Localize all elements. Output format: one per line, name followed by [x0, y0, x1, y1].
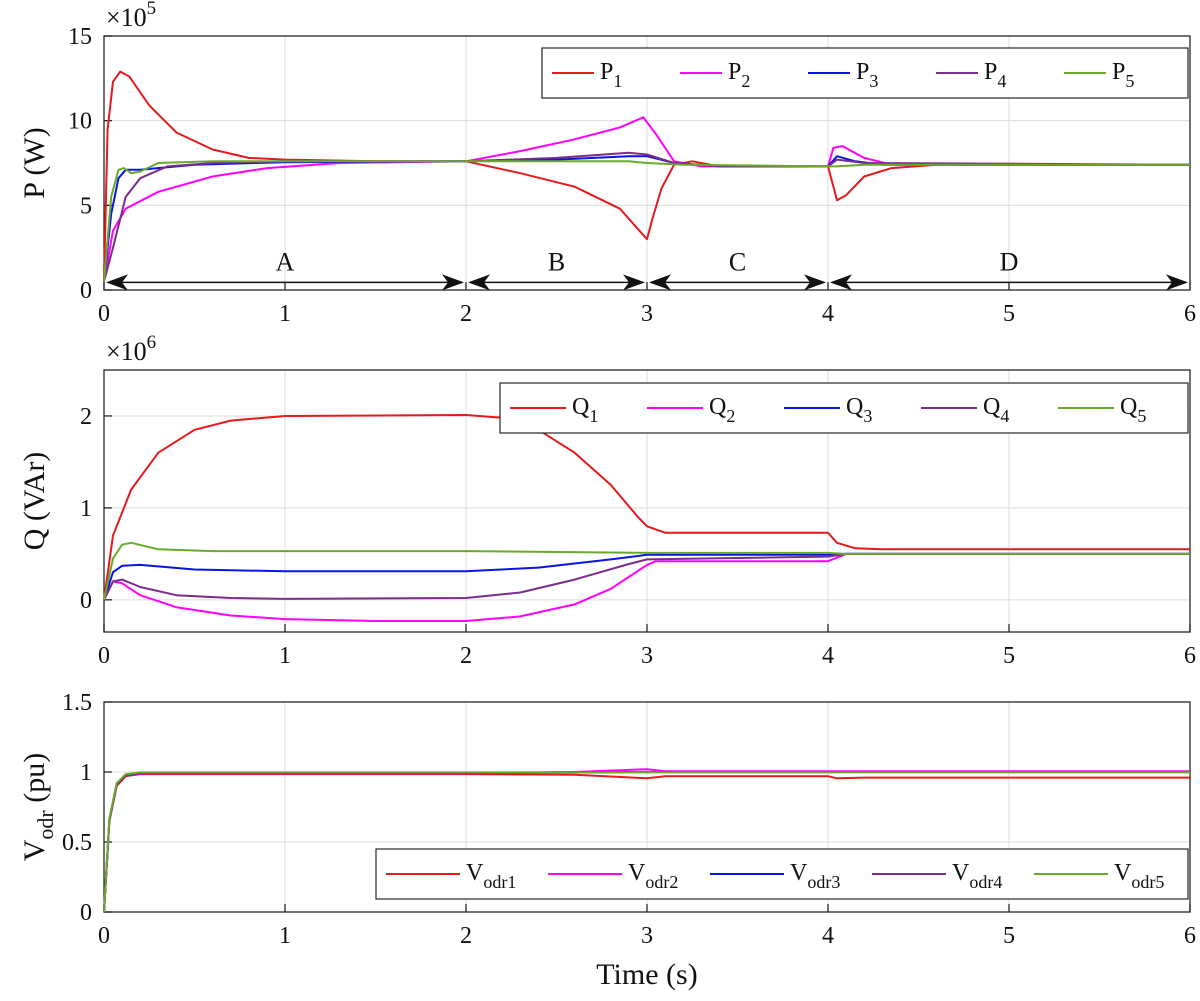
plot-area-frame	[103, 35, 1191, 291]
x-tick-label: 2	[460, 301, 472, 327]
y-tick-label: 10	[68, 109, 92, 135]
segment-label-a: A	[276, 247, 295, 276]
legend-label: Q2	[709, 394, 735, 426]
segment-arrowhead-left	[106, 274, 128, 291]
legend: Q1 Q2 Q3 Q4 Q5	[499, 382, 1189, 434]
x-tick-label: 5	[1003, 301, 1015, 327]
legend-label: P4	[984, 59, 1006, 91]
series-line-q5	[103, 541, 1190, 601]
series-group	[103, 414, 1190, 622]
series-line-p1	[103, 70, 1190, 282]
y-tick-label: 0.5	[62, 830, 92, 856]
segment-arrowhead-left	[830, 274, 852, 291]
legend-label: P2	[728, 59, 750, 91]
legend-label: Q5	[1120, 394, 1146, 426]
y-multiplier: ×106	[106, 332, 156, 366]
legend-label: P3	[856, 59, 878, 91]
x-tick-label: 2	[460, 923, 472, 949]
x-tick-label: 4	[822, 301, 834, 327]
series-line-q1	[103, 414, 1190, 600]
x-axis-label: Time (s)	[596, 958, 697, 991]
y-tick-label: 0	[80, 278, 92, 304]
segment-arrowhead-right	[804, 274, 826, 291]
series-line-p5	[103, 160, 1190, 282]
segment-arrowhead-right	[623, 274, 645, 291]
y-tick-label: 15	[68, 24, 92, 50]
y-axis-label: Q (VAr)	[18, 452, 51, 551]
legend-label: Vodr1	[466, 860, 516, 892]
x-tick-label: 2	[460, 643, 472, 669]
y-axis-label: P (W)	[18, 127, 51, 198]
x-tick-label: 6	[1184, 923, 1196, 949]
plot-area-frame	[103, 701, 1191, 913]
panel-q: 0 1 2 3 4 5 6 0 1 2 ×106 Q (VAr) Q1 Q2 Q3 Q4 Q5	[18, 332, 1196, 669]
legend-label: Q4	[983, 394, 1009, 426]
panel-p: 0 1 2 3 4 5 6 0 5 10 15 ×105 P (W) P1 P2 P3 P4 P5 A B C D	[18, 0, 1196, 327]
x-tick-label: 4	[822, 923, 834, 949]
legend-label: P1	[600, 59, 622, 91]
y-axis-label: Vodr (pu)	[18, 753, 58, 861]
x-tick-label: 0	[98, 923, 110, 949]
segment-arrowhead-right	[1166, 274, 1188, 291]
y-tick-label: 1	[80, 760, 92, 786]
x-tick-label: 1	[279, 923, 291, 949]
y-tick-label: 5	[80, 193, 92, 219]
y-tick-label: 0	[80, 588, 92, 614]
segment-label-d: D	[1000, 247, 1019, 276]
x-tick-label: 5	[1003, 643, 1015, 669]
series-line-q3	[103, 552, 1190, 601]
plot-area-frame	[103, 369, 1191, 633]
y-tick-label: 2	[80, 404, 92, 430]
series-line-q2	[103, 552, 1190, 622]
legend: Vodr1 Vodr2 Vodr3 Vodr4 Vodr5	[375, 848, 1189, 900]
x-tick-label: 3	[641, 923, 653, 949]
legend-label: Q1	[572, 394, 598, 426]
segment-arrowhead-right	[442, 274, 464, 291]
series-line-vodr5	[103, 771, 1190, 913]
x-tick-label: 6	[1184, 301, 1196, 327]
legend: P1 P2 P3 P4 P5	[541, 47, 1189, 99]
legend-label: Vodr5	[1114, 860, 1164, 892]
series-line-p3	[103, 155, 1190, 282]
x-tick-label: 1	[279, 301, 291, 327]
series-line-p2	[103, 116, 1190, 282]
x-tick-label: 3	[641, 643, 653, 669]
y-tick-label: 1.5	[62, 690, 92, 716]
legend-label: Q3	[846, 394, 872, 426]
x-tick-label: 5	[1003, 923, 1015, 949]
series-group	[103, 768, 1190, 913]
y-tick-label: 0	[80, 900, 92, 926]
segment-arrowhead-left	[649, 274, 671, 291]
segment-arrowhead-left	[468, 274, 490, 291]
segment-label-c: C	[729, 247, 746, 276]
segment-label-b: B	[548, 247, 565, 276]
segment-annotations: A B C D	[106, 247, 1188, 291]
y-multiplier: ×105	[106, 0, 156, 32]
x-tick-label: 0	[98, 301, 110, 327]
x-tick-label: 3	[641, 301, 653, 327]
x-tick-label: 4	[822, 643, 834, 669]
series-line-p4	[103, 151, 1191, 282]
series-group	[103, 70, 1191, 282]
legend-label: Vodr4	[952, 860, 1002, 892]
x-tick-label: 1	[279, 643, 291, 669]
legend-label: Vodr2	[628, 860, 678, 892]
legend-label: P5	[1112, 59, 1134, 91]
x-tick-label: 6	[1184, 643, 1196, 669]
y-tick-label: 1	[80, 496, 92, 522]
series-line-q4	[103, 552, 1190, 601]
legend-label: Vodr3	[790, 860, 840, 892]
x-tick-label: 0	[98, 643, 110, 669]
